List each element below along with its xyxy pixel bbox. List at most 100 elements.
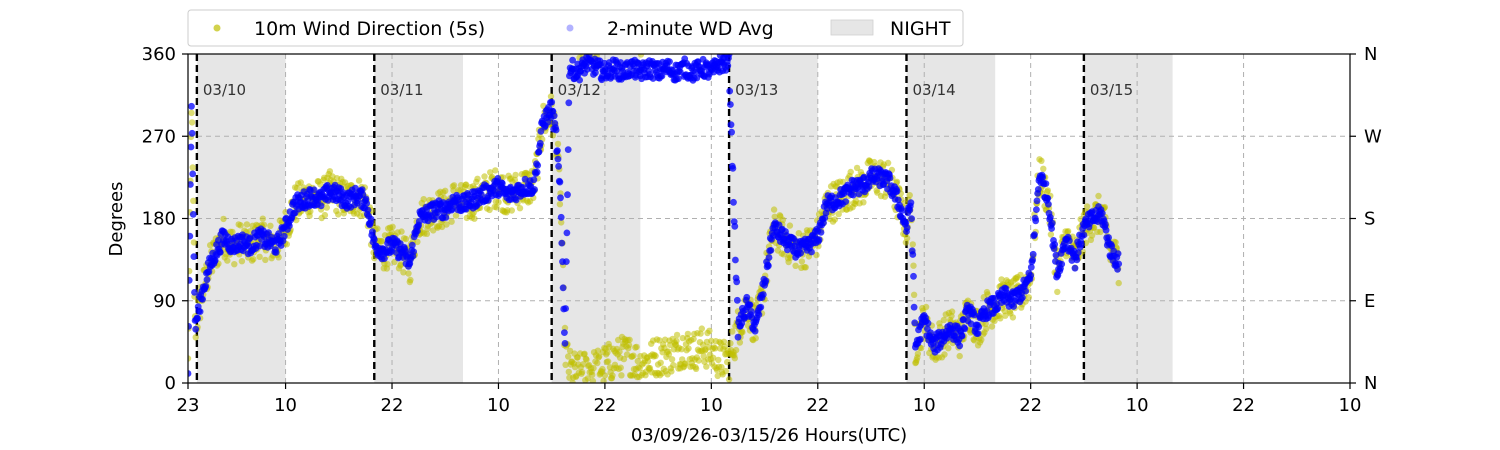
data-point: [569, 56, 576, 64]
data-point: [666, 58, 673, 65]
data-point: [729, 165, 737, 172]
data-point: [668, 356, 676, 363]
data-point: [692, 365, 700, 372]
data-point: [637, 54, 645, 58]
legend-marker-wind-direction: [213, 24, 221, 32]
y-tick-label: 270: [142, 126, 176, 147]
data-point: [400, 269, 407, 276]
data-point: [494, 175, 502, 182]
data-point: [1047, 231, 1055, 238]
data-point: [956, 342, 964, 350]
data-point: [599, 365, 606, 373]
data-point: [583, 66, 591, 73]
data-point: [1078, 240, 1085, 248]
data-point: [792, 262, 799, 269]
data-point: [410, 248, 417, 256]
data-point: [256, 253, 263, 260]
legend-label-wind-direction: 10m Wind Direction (5s): [254, 18, 485, 40]
day-label: 03/11: [380, 81, 423, 99]
legend-box: [187, 9, 964, 47]
data-point: [1034, 186, 1042, 193]
data-point: [847, 168, 854, 176]
data-point: [562, 361, 569, 368]
data-point: [984, 291, 991, 298]
legend-patch-night: [830, 19, 874, 36]
data-point: [317, 202, 325, 210]
data-point: [402, 235, 410, 243]
data-point: [516, 205, 524, 212]
data-point: [1048, 225, 1055, 232]
data-point: [974, 330, 982, 337]
data-point: [188, 129, 196, 137]
data-point: [554, 155, 562, 163]
data-point: [554, 140, 562, 148]
data-point: [536, 139, 544, 147]
data-point: [729, 328, 736, 335]
data-point: [771, 213, 778, 220]
data-point: [910, 262, 917, 269]
x-tick-label: 22: [806, 395, 829, 416]
y-tick-label: 0: [165, 373, 176, 394]
data-point: [1010, 303, 1017, 310]
data-point: [765, 254, 773, 261]
data-point: [317, 181, 324, 188]
data-point: [499, 174, 507, 181]
data-point: [988, 323, 996, 330]
data-point: [975, 323, 983, 331]
data-point: [492, 167, 499, 174]
data-point: [762, 277, 770, 285]
data-point: [727, 340, 734, 347]
data-point: [557, 194, 564, 202]
data-point: [550, 112, 558, 120]
data-point: [786, 222, 794, 229]
y-right-tick-label: S: [1364, 209, 1375, 230]
data-point: [211, 257, 219, 264]
data-point: [554, 147, 561, 155]
data-point: [237, 222, 244, 229]
data-point: [442, 214, 450, 221]
data-point: [556, 178, 564, 186]
data-point: [1029, 256, 1036, 264]
data-point: [865, 183, 873, 190]
data-point: [956, 352, 963, 360]
data-point: [604, 349, 611, 356]
data-point: [423, 230, 431, 237]
data-point: [731, 222, 739, 230]
data-point: [670, 362, 677, 369]
data-point: [504, 207, 511, 214]
data-point: [481, 173, 488, 180]
legend-label-night: NIGHT: [890, 18, 951, 40]
data-point: [983, 325, 990, 332]
data-point: [229, 228, 236, 236]
data-point: [1095, 192, 1102, 200]
data-point: [534, 162, 542, 169]
data-point: [727, 101, 734, 108]
data-point: [555, 162, 562, 170]
data-point: [194, 315, 202, 322]
data-point: [835, 210, 842, 218]
data-point: [911, 319, 919, 327]
data-point: [1008, 282, 1015, 290]
data-point: [998, 276, 1005, 283]
data-point: [259, 215, 266, 222]
data-point: [779, 216, 787, 223]
data-point: [1039, 174, 1047, 181]
data-point: [927, 329, 934, 337]
data-point: [1051, 241, 1059, 248]
data-point: [549, 132, 557, 139]
data-point: [924, 319, 932, 327]
data-point: [673, 337, 680, 345]
data-point: [559, 284, 567, 292]
data-point: [910, 291, 918, 298]
data-point: [1073, 256, 1081, 264]
data-point: [724, 358, 731, 366]
data-point: [1044, 195, 1052, 202]
data-point: [831, 216, 839, 223]
data-point: [531, 186, 538, 193]
data-point: [720, 338, 728, 345]
data-point: [909, 251, 917, 258]
data-point: [231, 261, 238, 268]
data-point: [604, 358, 612, 365]
data-point: [335, 211, 342, 218]
data-point: [940, 316, 948, 324]
